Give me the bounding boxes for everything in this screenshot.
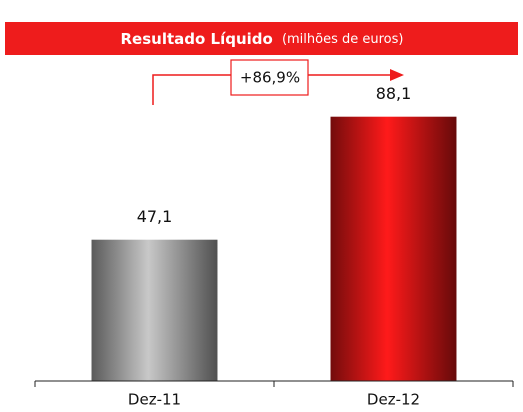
annotation-box [230, 59, 309, 96]
x-tick-label: Dez-11 [128, 391, 181, 409]
growth-arrow [152, 74, 392, 105]
x-tick-label: Dez-12 [367, 391, 420, 409]
chart-subtitle: (milhões de euros) [282, 32, 404, 47]
data-label: 88,1 [376, 84, 412, 103]
plot: Dez-11 47,1 Dez-12 88,1 [91, 84, 457, 409]
bar [91, 239, 218, 381]
title-group: Resultado Líquido (milhões de euros) [121, 29, 404, 48]
data-label: 47,1 [137, 207, 173, 226]
chart-title: Resultado Líquido [121, 30, 273, 48]
arrow-head [390, 69, 404, 81]
title-banner [5, 22, 518, 55]
bar [330, 116, 457, 381]
annotation: +86,9% [240, 69, 300, 87]
